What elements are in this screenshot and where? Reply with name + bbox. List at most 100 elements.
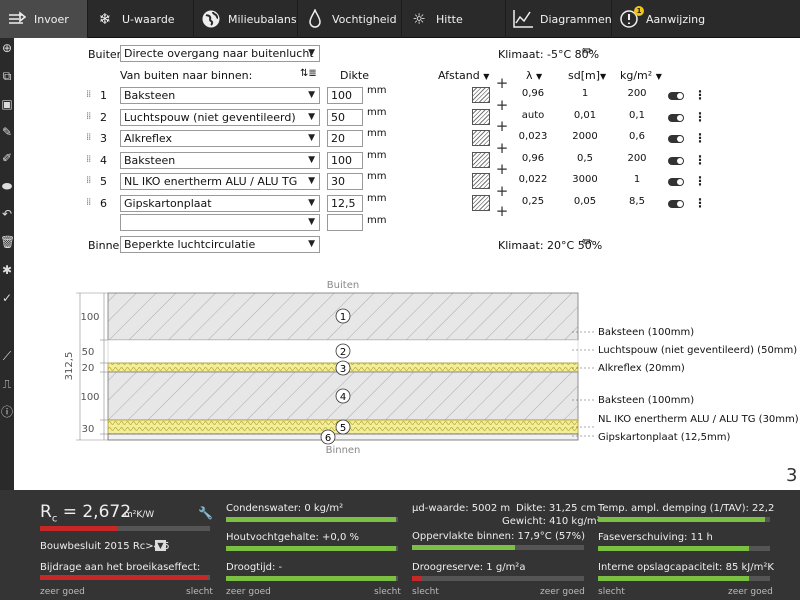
layer-kgm2[interactable]: 200 [627,88,647,99]
layer-toggle[interactable] [668,135,684,143]
layer-material-select[interactable]: Luchtspouw (niet geventileerd) ▼ [120,109,320,126]
more-options-icon[interactable]: ⋮ [694,88,706,102]
layer-lambda[interactable]: 0,022 [518,174,548,185]
add-spacing-icon[interactable]: + [495,74,509,92]
more-options-icon[interactable]: ⋮ [694,196,706,210]
layers-header: Van buiten naar binnen: [120,69,253,82]
more-options-icon[interactable]: ⋮ [694,153,706,167]
layer-pattern-icon[interactable] [472,152,490,168]
layer-pattern-icon[interactable] [472,173,490,189]
layer-toggle[interactable] [668,200,684,208]
tab-diagrammen[interactable]: Diagrammen [506,0,612,38]
info-icon[interactable]: ⓘ [0,405,13,419]
layer-thickness-input[interactable]: 12,5 [327,195,363,212]
lambda-header[interactable]: λ ▼ [526,69,542,82]
layer-kgm2[interactable]: 200 [627,153,647,164]
klimaat-binnen[interactable]: Klimaat: 20°C 50% [498,239,603,252]
layer-thickness-input[interactable]: 30 [327,173,363,190]
undo-icon[interactable]: ↶ [1,207,13,221]
layer-pattern-icon[interactable] [472,87,490,103]
check-icon[interactable]: ✓ [1,291,13,305]
more-options-icon[interactable]: ⋮ [694,174,706,188]
layer-material-select[interactable]: Baksteen ▼ [120,152,320,169]
layer-material-select[interactable]: NL IKO enertherm ALU / ALU TG ▼ [120,173,320,190]
layer-lambda[interactable]: auto [521,110,545,121]
afstand-header[interactable]: Afstand ▼ [438,69,489,82]
delete-icon[interactable]: 🗑 [0,235,14,249]
layer-pattern-icon[interactable] [472,195,490,211]
layer-material-select[interactable]: Baksteen ▼ [120,87,320,104]
pencil-icon[interactable]: ✏ [582,235,593,250]
tab-invoer[interactable]: Invoer [0,0,88,38]
tab-vochtigheid[interactable]: Vochtigheid [298,0,402,38]
new-layer-select[interactable]: ▼ [120,214,320,231]
add-spacing-icon[interactable]: + [495,202,509,220]
drag-handle-icon[interactable]: ⁞⁞ [86,132,91,143]
layer-thickness-input[interactable]: 20 [327,130,363,147]
layer-material-select[interactable]: Alkreflex ▼ [120,130,320,147]
layer-kgm2[interactable]: 0,6 [629,131,645,142]
add-spacing-icon[interactable]: + [495,96,509,114]
kgm2-header[interactable]: kg/m² ▼ [620,69,662,82]
layer-pattern-icon[interactable] [472,130,490,146]
layer-lambda[interactable]: 0,96 [521,88,545,99]
add-spacing-icon[interactable]: + [495,160,509,178]
tab-milieubalans[interactable]: Milieubalans [194,0,298,38]
sd-header[interactable]: sd[m]▼ [568,69,606,82]
layer-toggle[interactable] [668,157,684,165]
drag-handle-icon[interactable]: ⁞⁞ [86,89,91,100]
layer-sd[interactable]: 0,01 [573,110,597,121]
copy-layer-icon[interactable]: ▣ [1,97,13,111]
layer-toggle[interactable] [668,92,684,100]
sort-icon[interactable]: ⇅≣ [300,68,317,79]
add-spacing-icon[interactable]: + [495,139,509,157]
layer-kgm2[interactable]: 1 [633,174,641,185]
layer-thickness-input[interactable]: 100 [327,87,363,104]
eraser-icon[interactable]: ⬬ [1,179,13,193]
tab-aanwijzing[interactable]: Aanwijzing [612,0,800,38]
more-options-icon[interactable]: ⋮ [694,131,706,145]
layer-sd[interactable]: 0,05 [573,196,597,207]
add-spacing-icon[interactable]: + [495,182,509,200]
add-layer-icon[interactable]: ⊕ [1,41,13,55]
wrench-icon[interactable]: 🔧 [198,506,213,520]
tab-hitte[interactable]: ☼ Hitte [402,0,506,38]
layer-lambda[interactable]: 0,25 [521,196,545,207]
layer-sd[interactable]: 0,5 [577,153,593,164]
pencil-icon[interactable]: ✏ [582,44,593,59]
chevron-down-icon[interactable]: ▼ [155,540,166,551]
drag-handle-icon[interactable]: ⁞⁞ [86,154,91,165]
layers-icon [6,8,28,30]
insert-layer-icon[interactable]: ⧉ [2,69,12,83]
layer-sd[interactable]: 3000 [572,174,598,185]
layer-toggle[interactable] [668,178,684,186]
dim-3: 20 [82,363,95,374]
binnen-select[interactable]: Beperkte luchtcirculatie ▼ [120,236,320,253]
slope-icon[interactable]: ⟋ [2,349,12,363]
layer-sd[interactable]: 2000 [572,131,598,142]
layer-lambda[interactable]: 0,96 [521,153,545,164]
tab-u-waarde[interactable]: ❄ U-waarde [88,0,194,38]
buiten-select[interactable]: Directe overgang naar buitenlucht ▼ [120,45,320,62]
klimaat-buiten[interactable]: Klimaat: -5°C 80% [498,48,600,61]
layer-kgm2[interactable]: 8,5 [629,196,645,207]
more-options-icon[interactable]: ⋮ [694,110,706,124]
chevron-down-icon: ▼ [308,112,315,122]
bracket-icon[interactable]: ⎍ [2,377,12,391]
edit-icon[interactable]: ✐ [1,151,13,165]
new-layer-thickness[interactable] [327,214,363,231]
layer-toggle[interactable] [668,114,684,122]
layer-lambda[interactable]: 0,023 [518,131,548,142]
layer-kgm2[interactable]: 0,1 [629,110,645,121]
layer-thickness-input[interactable]: 50 [327,109,363,126]
layer-sd[interactable]: 1 [581,88,589,99]
layer-thickness-input[interactable]: 100 [327,152,363,169]
drag-handle-icon[interactable]: ⁞⁞ [86,197,91,208]
drag-handle-icon[interactable]: ⁞⁞ [86,175,91,186]
settings-icon[interactable]: ✱ [1,263,13,277]
layer-material-select[interactable]: Gipskartonplaat ▼ [120,195,320,212]
add-spacing-icon[interactable]: + [495,117,509,135]
brush-icon[interactable]: ✎ [1,125,13,139]
drag-handle-icon[interactable]: ⁞⁞ [86,111,91,122]
layer-pattern-icon[interactable] [472,109,490,125]
